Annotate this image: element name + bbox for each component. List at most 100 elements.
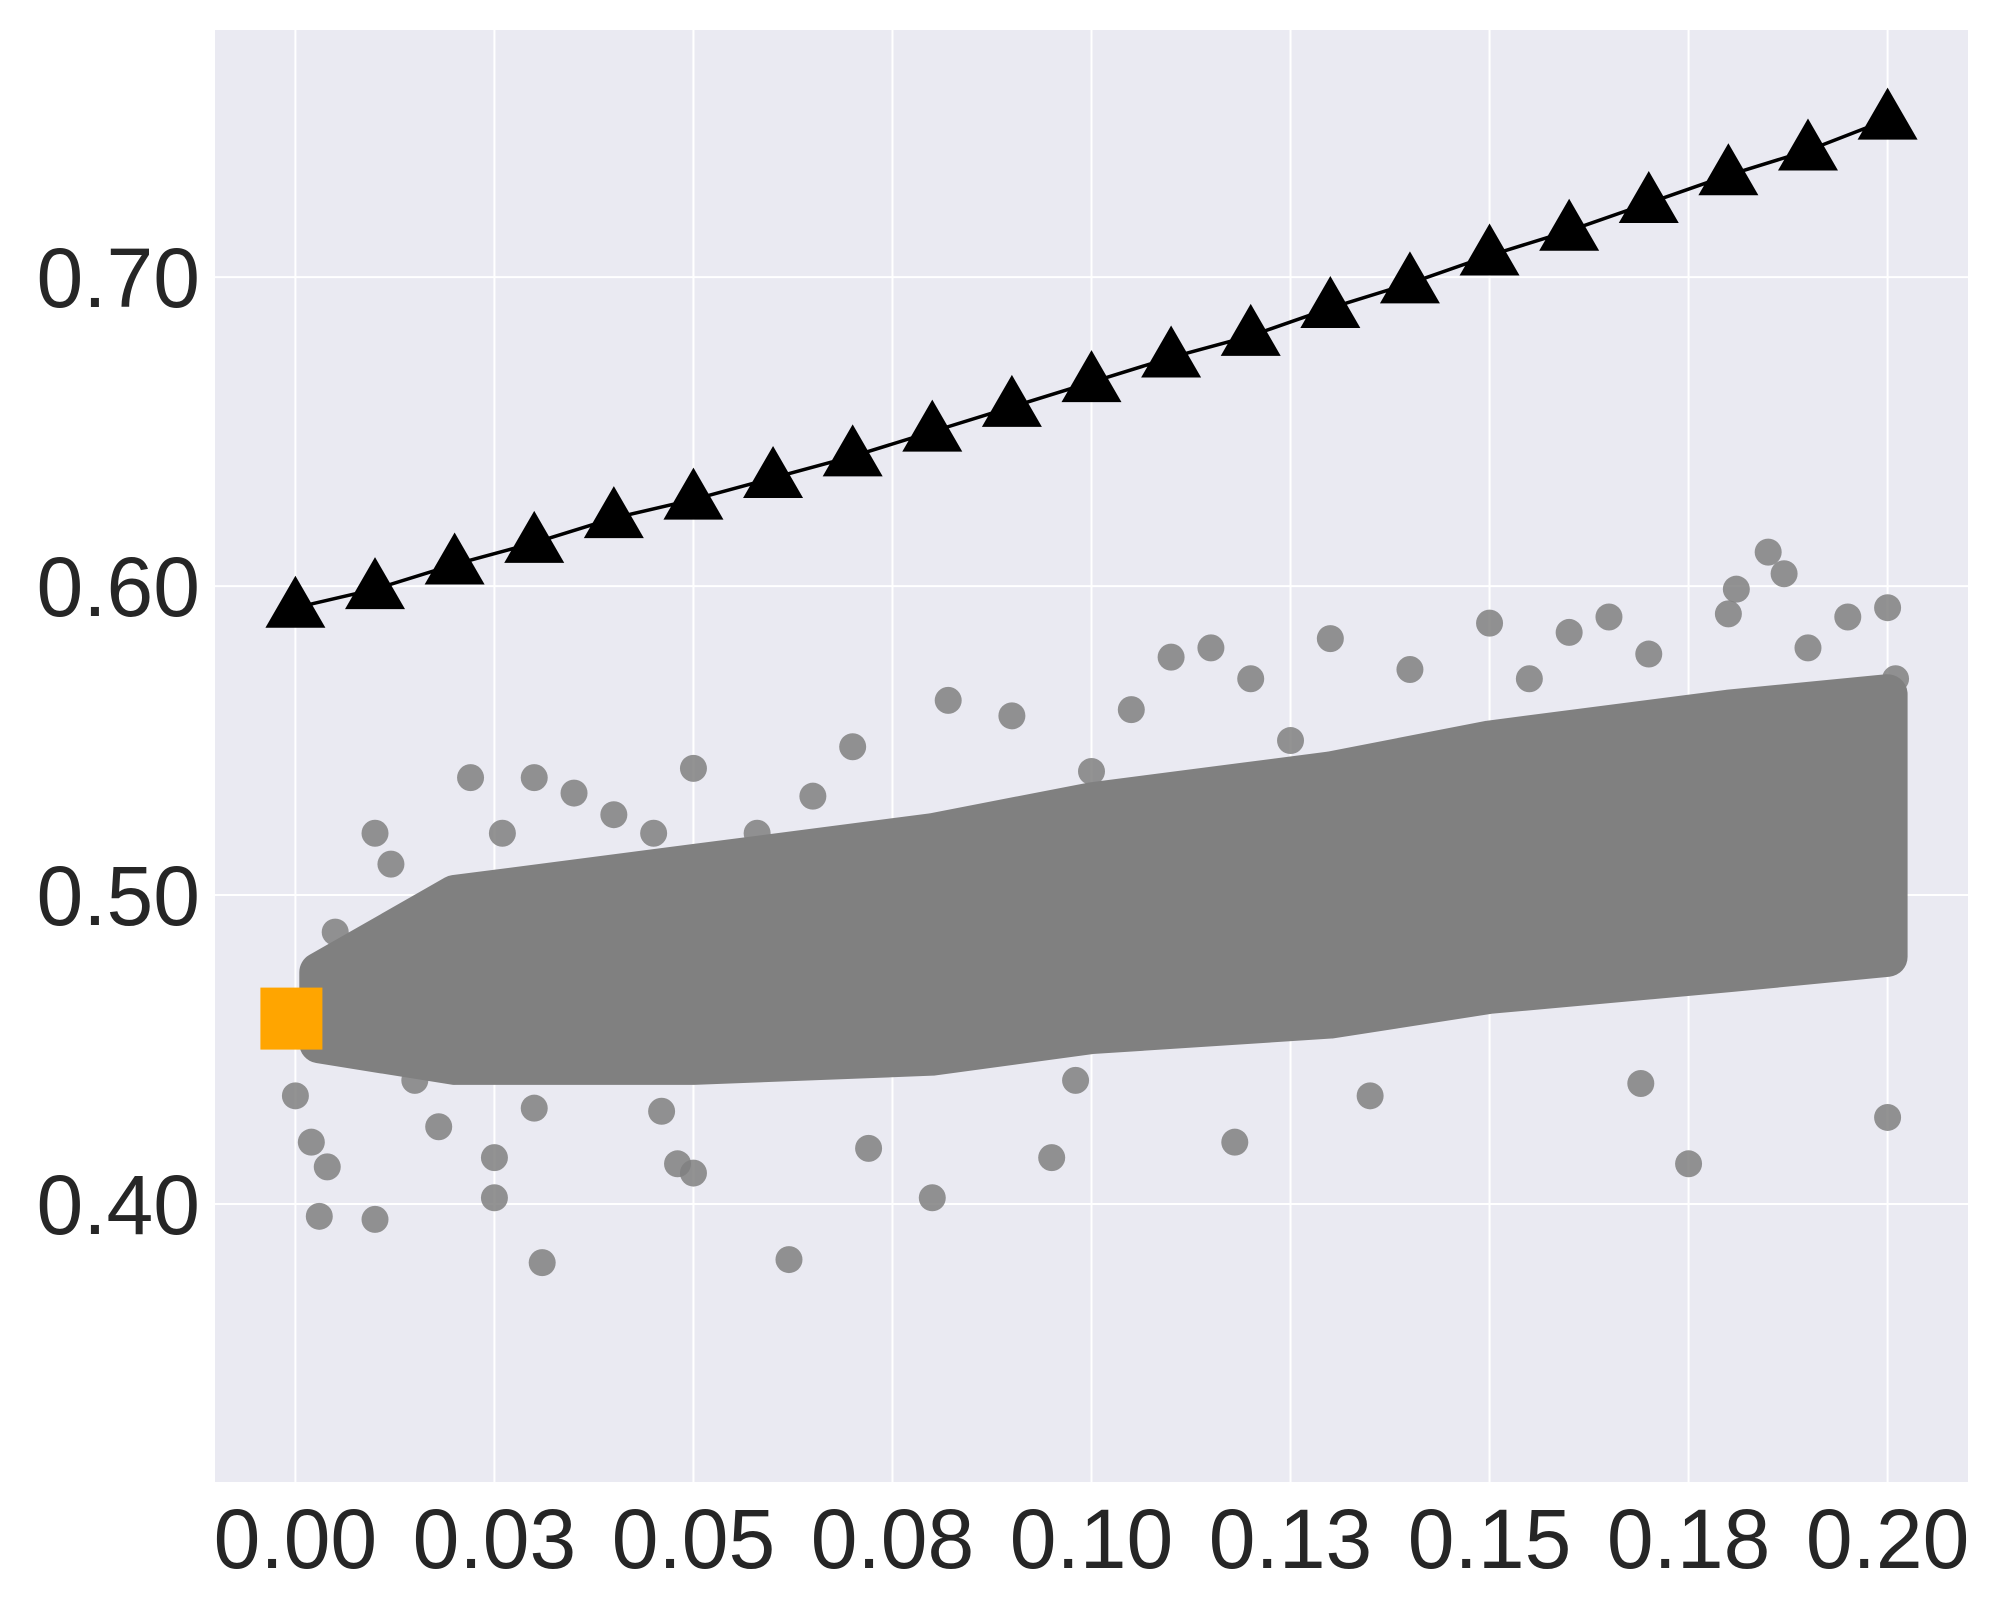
y-tick-label: 0.50	[37, 849, 201, 943]
x-tick-label: 0.10	[1010, 1492, 1174, 1586]
scatter-point	[520, 764, 548, 792]
scatter-point	[679, 754, 707, 782]
x-axis-tick-labels: 0.00 0.03 0.05 0.08 0.10 0.13 0.15 0.18 0.20	[214, 1492, 1970, 1586]
scatter-point	[1635, 640, 1663, 668]
scatter-point	[361, 1205, 389, 1233]
scatter-point	[1627, 1069, 1655, 1097]
scatter-point	[1237, 665, 1265, 693]
scatter-point	[743, 819, 771, 847]
triangle-marker	[1220, 303, 1281, 356]
x-tick-label: 0.05	[612, 1492, 776, 1586]
triangle-marker	[265, 575, 326, 628]
x-tick-label: 0.03	[413, 1492, 577, 1586]
scatter-point	[679, 1159, 707, 1187]
scatter-point	[1515, 665, 1543, 693]
scatter-point	[377, 850, 405, 878]
scatter-point	[1722, 575, 1750, 603]
scatter-point	[855, 1134, 883, 1162]
scatter-point	[1794, 634, 1822, 662]
scatter-point	[1675, 1150, 1703, 1178]
scatter-point	[313, 1153, 341, 1181]
scatter-point	[648, 1097, 676, 1125]
triangle-marker	[981, 374, 1042, 427]
scatter-point	[297, 1128, 325, 1156]
triangle-marker	[1857, 87, 1918, 140]
triangle-marker	[1618, 171, 1679, 224]
scatter-point	[1316, 625, 1344, 653]
scatter-points	[281, 538, 1910, 1277]
scatter-point	[504, 943, 532, 971]
scatter-point	[1038, 1144, 1066, 1172]
scatter-point	[799, 782, 827, 810]
scatter-point	[1221, 1128, 1249, 1156]
scatter-point	[1396, 655, 1424, 683]
square-marker	[260, 987, 323, 1050]
scatter-point	[281, 1082, 309, 1110]
x-tick-label: 0.20	[1806, 1492, 1970, 1586]
scatter-point	[958, 1005, 986, 1033]
y-tick-label: 0.70	[37, 231, 201, 325]
scatter-point	[520, 1094, 548, 1122]
scatter-point	[321, 918, 349, 946]
triangle-marker	[743, 445, 804, 498]
triangle-marker	[1459, 223, 1520, 276]
scatter-point	[1197, 634, 1225, 662]
scatter-point	[401, 1066, 429, 1094]
x-tick-label: 0.18	[1607, 1492, 1771, 1586]
scatter-point	[528, 1249, 556, 1277]
scatter-point	[1882, 665, 1910, 693]
scatter-point	[488, 819, 516, 847]
scatter-point	[1595, 603, 1623, 631]
triangle-marker	[424, 532, 485, 585]
scatter-point	[393, 1005, 421, 1033]
scatter-point	[1356, 1082, 1384, 1110]
scatter-point	[918, 1184, 946, 1212]
scatter-point	[839, 733, 867, 761]
scatter-point	[1476, 609, 1504, 637]
scatter-point	[329, 974, 357, 1002]
scatter-point	[1062, 1066, 1090, 1094]
scatter-point	[480, 1184, 508, 1212]
y-tick-label: 0.60	[37, 540, 201, 634]
y-tick-label: 0.40	[37, 1158, 201, 1252]
scatter-point	[457, 764, 485, 792]
scatter-point	[719, 912, 747, 940]
triangle-marker	[1300, 276, 1361, 329]
triangle-marker	[902, 399, 963, 452]
scatter-point	[345, 1032, 373, 1060]
scatter-point	[1277, 727, 1305, 755]
triangle-marker	[1379, 251, 1440, 304]
triangle-marker	[663, 467, 724, 520]
scatter-point	[934, 686, 962, 714]
triangle-marker	[504, 510, 565, 563]
scatter-point	[600, 801, 628, 829]
x-tick-label: 0.13	[1209, 1492, 1373, 1586]
triangle-marker	[583, 486, 644, 539]
scatter-point	[441, 1057, 469, 1085]
scatter-point	[1874, 594, 1902, 622]
x-tick-label: 0.00	[214, 1492, 378, 1586]
scatter-point	[1157, 643, 1185, 671]
triangle-marker	[1539, 198, 1600, 251]
scatter-point	[998, 702, 1026, 730]
scatter-point	[1117, 696, 1145, 724]
triangle-marker	[1141, 325, 1202, 378]
scatter-point	[1714, 600, 1742, 628]
scatter-point	[1770, 560, 1798, 588]
x-tick-label: 0.08	[811, 1492, 975, 1586]
y-axis-tick-labels: 0.40 0.50 0.60 0.70	[37, 231, 201, 1252]
triangle-markers	[265, 87, 1918, 628]
x-tick-label: 0.15	[1408, 1492, 1572, 1586]
scatter-point	[305, 1202, 333, 1230]
triangle-marker	[1061, 350, 1122, 403]
scatter-point	[425, 1113, 453, 1141]
scatter-cloud-body	[299, 674, 1908, 1085]
scatter-point	[1754, 538, 1782, 566]
scatter-point	[1555, 618, 1583, 646]
triangle-marker	[345, 557, 406, 610]
scatter-cloud	[299, 674, 1908, 1085]
scatter-point	[480, 1144, 508, 1172]
square-marker-layer	[260, 987, 323, 1050]
scatter-point	[775, 1246, 803, 1274]
